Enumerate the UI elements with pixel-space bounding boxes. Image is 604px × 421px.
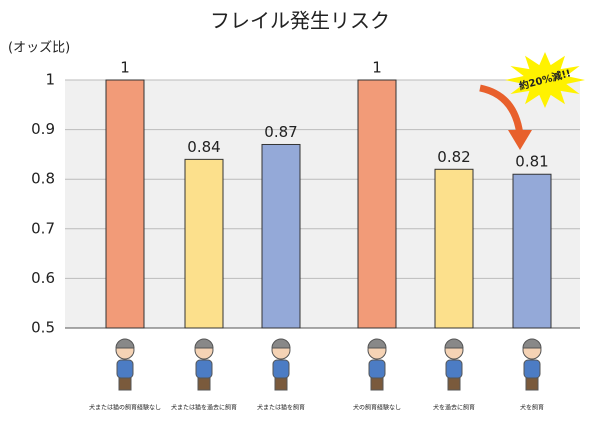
chart: フレイル発生リスク (オッズ比) 0.5 0.6 0.7 0.8 0.9 1 1 犬または猫の… <box>0 0 604 421</box>
data-label: 1 <box>120 59 130 77</box>
chart-title: フレイル発生リスク <box>210 9 390 33</box>
bar <box>262 144 300 328</box>
bar <box>358 80 396 328</box>
x-tick-label: 犬または猫を過去に飼育 <box>171 404 237 412</box>
person-hair <box>272 339 290 348</box>
person-legs <box>526 378 538 390</box>
data-label: 0.84 <box>187 138 220 156</box>
bar <box>435 169 473 328</box>
y-axis-label: (オッズ比) <box>8 40 70 56</box>
data-label: 0.81 <box>515 153 548 171</box>
data-label: 1 <box>372 59 382 77</box>
y-tick-label: 0.6 <box>31 269 55 287</box>
x-tick-label: 犬または猫を飼育 <box>257 404 305 412</box>
data-label: 0.87 <box>264 123 297 141</box>
person-hair <box>116 339 134 348</box>
x-tick-label: 犬の飼育経験なし <box>353 404 401 412</box>
person-legs <box>198 378 210 390</box>
person-body <box>446 360 462 378</box>
person-legs <box>371 378 383 390</box>
y-tick-label: 0.8 <box>31 170 55 188</box>
x-tick-label: 犬を飼育 <box>520 404 544 412</box>
person-body <box>273 360 289 378</box>
x-tick-label: 犬を過去に飼育 <box>433 404 475 412</box>
y-tick-label: 0.5 <box>31 319 55 337</box>
person-legs <box>448 378 460 390</box>
x-tick-label: 犬または猫の飼育経験なし <box>89 404 161 412</box>
bar <box>106 80 144 328</box>
bar <box>185 159 223 328</box>
person-body <box>196 360 212 378</box>
person-hair <box>195 339 213 348</box>
person-hair <box>445 339 463 348</box>
y-tick-label: 0.9 <box>31 120 55 138</box>
person-body <box>117 360 133 378</box>
person-hair <box>523 339 541 348</box>
person-body <box>369 360 385 378</box>
y-tick-label: 0.7 <box>31 219 55 237</box>
person-hair <box>368 339 386 348</box>
y-tick-label: 1 <box>45 71 55 89</box>
person-legs <box>275 378 287 390</box>
data-label: 0.82 <box>437 148 470 166</box>
person-body <box>524 360 540 378</box>
bar <box>513 174 551 328</box>
person-legs <box>119 378 131 390</box>
